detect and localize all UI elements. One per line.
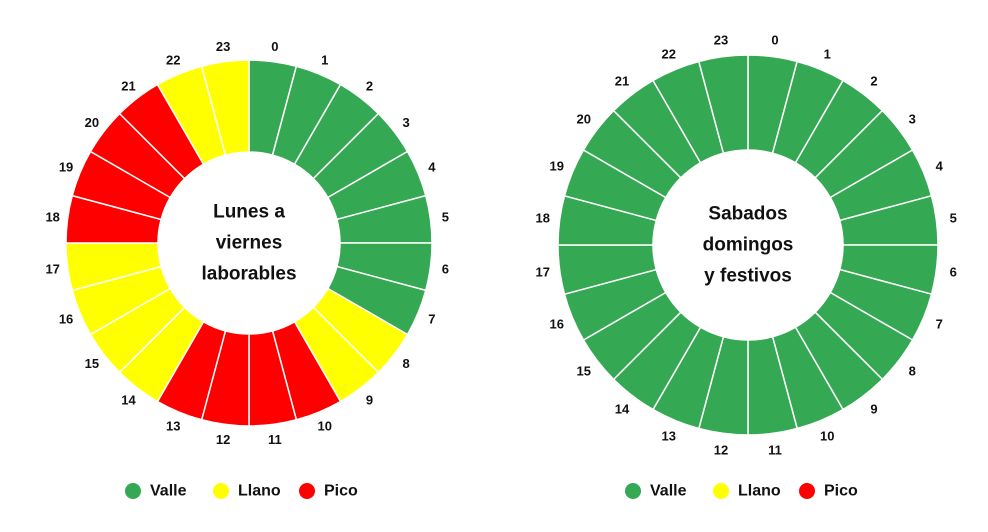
center-title-line: viernes [216, 233, 283, 254]
legend-label-llano: Llano [238, 483, 281, 500]
hour-label-17: 17 [45, 261, 59, 276]
hour-label-2: 2 [870, 73, 877, 88]
hour-segment-23 [200, 59, 250, 157]
legend-marker-valle [625, 483, 641, 499]
hour-label-12: 12 [714, 443, 728, 458]
hour-label-4: 4 [936, 158, 944, 173]
legend-marker-llano [213, 483, 229, 499]
hour-label-16: 16 [59, 311, 73, 326]
hour-label-7: 7 [936, 317, 943, 332]
legend-label-pico: Pico [324, 483, 358, 500]
hour-label-1: 1 [321, 53, 328, 68]
hour-label-0: 0 [771, 32, 778, 47]
hour-label-6: 6 [442, 261, 449, 276]
hour-label-2: 2 [366, 78, 373, 93]
center-title-line: y festivos [704, 266, 792, 287]
hour-label-5: 5 [950, 210, 957, 225]
hour-label-15: 15 [577, 364, 591, 379]
hour-label-23: 23 [216, 39, 230, 54]
hour-label-18: 18 [536, 210, 550, 225]
hour-label-14: 14 [121, 393, 136, 408]
center-title-line: Sabados [708, 204, 787, 225]
weekday-tariff-chart: 01234567891011121314151617181920212223Lu… [45, 39, 448, 499]
hour-label-21: 21 [615, 73, 629, 88]
hour-label-4: 4 [428, 160, 436, 175]
hour-label-1: 1 [824, 46, 831, 61]
hour-label-13: 13 [166, 418, 180, 433]
hour-label-14: 14 [615, 402, 630, 417]
hour-label-11: 11 [268, 432, 282, 447]
hour-label-7: 7 [428, 311, 435, 326]
hour-label-5: 5 [442, 210, 449, 225]
hour-label-15: 15 [85, 356, 99, 371]
hour-label-23: 23 [714, 32, 728, 47]
center-title-line: Lunes a [213, 202, 285, 223]
hour-label-12: 12 [216, 432, 230, 447]
hour-label-18: 18 [45, 210, 59, 225]
hour-label-19: 19 [550, 158, 564, 173]
hour-label-8: 8 [402, 356, 409, 371]
hour-label-22: 22 [166, 53, 180, 68]
weekend-tariff-chart: 01234567891011121314151617181920212223Sa… [536, 32, 957, 499]
legend-label-valle: Valle [650, 483, 687, 500]
hour-label-10: 10 [820, 429, 834, 444]
hour-label-3: 3 [402, 115, 409, 130]
hour-label-20: 20 [577, 111, 591, 126]
hour-label-21: 21 [121, 78, 135, 93]
hour-label-3: 3 [909, 111, 916, 126]
hour-label-8: 8 [909, 364, 916, 379]
hour-label-9: 9 [870, 402, 877, 417]
hour-label-16: 16 [550, 317, 564, 332]
hour-label-20: 20 [85, 115, 99, 130]
center-title-line: domingos [703, 235, 794, 256]
legend-marker-llano [713, 483, 729, 499]
legend-label-pico: Pico [824, 483, 858, 500]
hour-segment-23 [697, 54, 749, 155]
hour-label-10: 10 [318, 418, 332, 433]
hour-label-17: 17 [536, 265, 550, 280]
legend-marker-pico [299, 483, 315, 499]
hour-label-6: 6 [950, 265, 957, 280]
legend-label-llano: Llano [738, 483, 781, 500]
hour-label-13: 13 [662, 429, 676, 444]
center-title-line: laborables [201, 264, 296, 285]
hour-label-9: 9 [366, 393, 373, 408]
hour-label-0: 0 [271, 39, 278, 54]
legend-marker-valle [125, 483, 141, 499]
hour-label-22: 22 [662, 46, 676, 61]
hour-label-19: 19 [59, 160, 73, 175]
legend-label-valle: Valle [150, 483, 187, 500]
hour-label-11: 11 [768, 443, 782, 458]
legend-marker-pico [799, 483, 815, 499]
